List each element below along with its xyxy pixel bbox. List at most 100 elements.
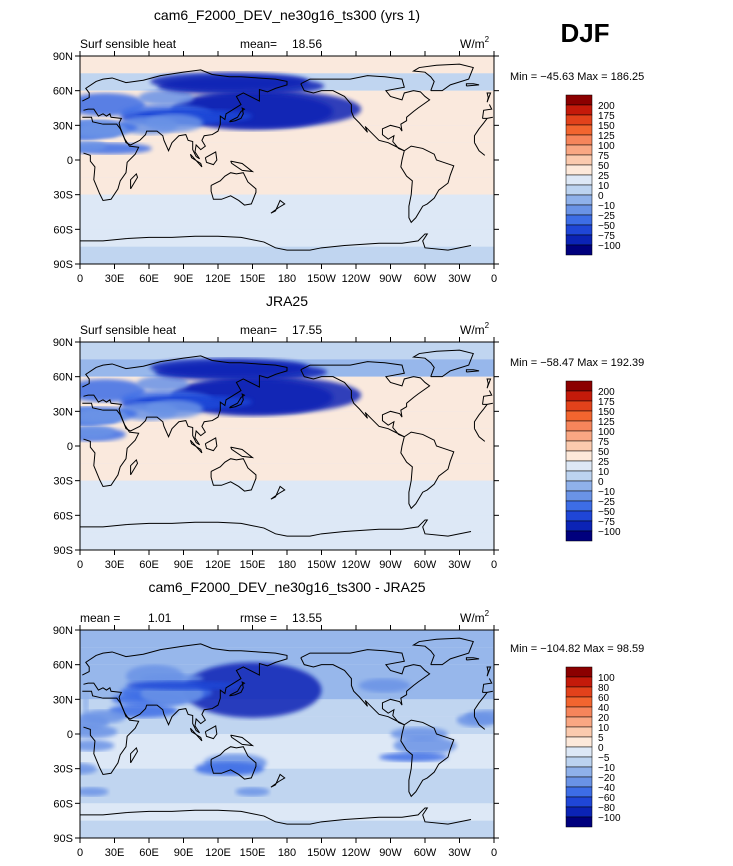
- colorbar-label: 125: [598, 131, 615, 142]
- panel-units-sup: 2: [485, 321, 490, 330]
- colorbar-label: 150: [598, 121, 615, 132]
- colorbar-cell: [565, 420, 593, 432]
- x-tick-label: 0: [77, 559, 83, 571]
- coastline: [486, 378, 492, 389]
- colorbar-cell: [565, 164, 593, 176]
- field-blob: [195, 761, 264, 776]
- colorbar-cell: [565, 480, 593, 492]
- panel-stat-value: 13.55: [292, 611, 322, 625]
- x-tick-label: 0: [77, 847, 83, 859]
- colorbar-label: 50: [598, 447, 610, 458]
- colorbar-label: 100: [598, 141, 615, 152]
- zonal-band: [80, 515, 494, 533]
- colorbar-cell: [565, 184, 593, 196]
- field-blob: [358, 678, 411, 693]
- x-tick-label: 150W: [307, 559, 336, 571]
- coastline: [486, 666, 492, 677]
- colorbar-label: −40: [598, 783, 615, 794]
- colorbar-label: −75: [598, 231, 615, 242]
- colorbar-cell: [565, 204, 593, 216]
- coastline: [474, 142, 486, 156]
- panel-stat-label: mean=: [240, 37, 277, 51]
- colorbar-label: −20: [598, 773, 615, 784]
- zonal-band: [80, 342, 494, 360]
- coastline: [204, 437, 218, 452]
- field-blob: [140, 673, 204, 684]
- y-tick-label: 60N: [53, 660, 73, 672]
- colorbar-cell: [565, 796, 593, 808]
- zonal-band: [80, 56, 494, 74]
- panel-left-label: Surf sensible heat: [80, 323, 177, 337]
- colorbar-label: 20: [598, 713, 610, 724]
- coastline: [465, 657, 480, 661]
- coastline: [130, 746, 139, 764]
- panel-2: JRA25 Surf sensible heat mean= 17.55 W/m2 Min…: [53, 293, 644, 571]
- colorbar-label: 175: [598, 397, 615, 408]
- colorbar-cell: [565, 520, 593, 532]
- field-blob: [80, 123, 126, 133]
- colorbar-cell: [565, 104, 593, 116]
- x-tick-label: 0: [491, 847, 497, 859]
- x-tick-label: 90E: [174, 559, 194, 571]
- coastline: [465, 369, 480, 373]
- x-tick-label: 0: [491, 273, 497, 285]
- y-tick-label: 60S: [53, 798, 73, 810]
- colorbar-cell: [565, 400, 593, 412]
- panel-stat-value: 18.56: [292, 37, 322, 51]
- field-blob: [80, 709, 126, 724]
- colorbar-label: −60: [598, 793, 615, 804]
- panel-title: JRA25: [266, 293, 308, 309]
- y-tick-label: 0: [67, 729, 73, 741]
- colorbar-cell: [565, 676, 593, 688]
- y-tick-label: 60N: [53, 372, 73, 384]
- coastline: [204, 151, 218, 166]
- coastline: [473, 692, 488, 717]
- coastline: [210, 172, 257, 206]
- colorbar-label: −100: [598, 241, 621, 252]
- coastline: [482, 402, 493, 405]
- zonal-band: [80, 803, 494, 821]
- colorbar-label: 0: [598, 191, 604, 202]
- x-tick-label: 150E: [240, 559, 266, 571]
- y-tick-label: 90S: [53, 545, 73, 557]
- panel-minmax: Min = −45.63 Max = 186.25: [510, 71, 644, 83]
- coastline: [400, 431, 455, 510]
- colorbar-cell: [565, 430, 593, 442]
- coastline: [130, 458, 139, 476]
- colorbar-cell: [565, 696, 593, 708]
- coastline: [229, 393, 246, 409]
- panel-minmax: Min = −58.47 Max = 192.39: [510, 357, 644, 369]
- colorbar-cell: [565, 736, 593, 748]
- x-tick-label: 60W: [414, 273, 437, 285]
- colorbar-cell: [565, 510, 593, 522]
- field-blob: [379, 752, 448, 762]
- panel-units: W/m2: [460, 609, 490, 625]
- zonal-band: [80, 786, 494, 804]
- colorbar-cell: [565, 390, 593, 402]
- x-tick-label: 150E: [240, 847, 266, 859]
- colorbar-cell: [565, 214, 593, 226]
- colorbar-label: −25: [598, 497, 615, 508]
- coastline: [204, 725, 218, 740]
- y-tick-label: 0: [67, 441, 73, 453]
- colorbar-label: −10: [598, 201, 615, 212]
- panel-3: cam6_F2000_DEV_ne30g16_ts300 - JRA25 mean…: [53, 579, 644, 859]
- coastline: [189, 727, 203, 742]
- zonal-band: [80, 428, 494, 446]
- x-tick-label: 180: [278, 847, 296, 859]
- colorbar-cell: [565, 450, 593, 462]
- x-tick-label: 60E: [139, 847, 159, 859]
- field-blob: [80, 724, 118, 739]
- coastline: [270, 199, 286, 214]
- colorbar-cell: [565, 234, 593, 246]
- coastline: [400, 719, 455, 798]
- field-blob: [150, 358, 309, 377]
- coastline: [300, 75, 431, 152]
- x-tick-label: 90W: [379, 847, 402, 859]
- season-label: DJF: [560, 18, 609, 48]
- zonal-band: [80, 768, 494, 786]
- coastline: [230, 734, 255, 747]
- x-tick-label: 120E: [205, 559, 231, 571]
- coastline: [300, 361, 431, 438]
- colorbar-cell: [565, 114, 593, 126]
